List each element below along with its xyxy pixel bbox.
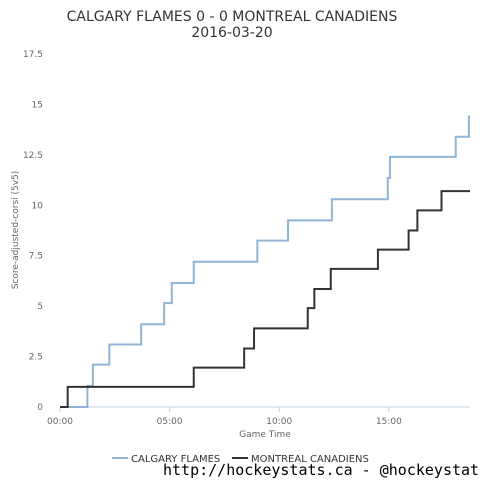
- x-axis-ticks: 00:00 05:00 10:00 15:00: [47, 407, 402, 427]
- y-tick-label: 10: [32, 201, 44, 211]
- credit-text[interactable]: http://hockeystats.ca - @hockeystatsca: [163, 461, 480, 479]
- legend-item-montreal[interactable]: MONTREAL CANADIENS: [232, 454, 369, 465]
- y-axis-title: Score-adjusted-corsi (5v5): [11, 171, 21, 290]
- y-tick-label: 0: [37, 403, 43, 413]
- x-tick-label: 10:00: [266, 417, 292, 427]
- legend-label-montreal: MONTREAL CANADIENS: [251, 454, 369, 465]
- legend-item-calgary[interactable]: CALGARY FLAMES: [112, 454, 220, 465]
- y-tick-label: 17.5: [23, 50, 43, 60]
- series-line-calgary[interactable]: [60, 115, 470, 408]
- y-tick-label: 7.5: [29, 252, 43, 262]
- y-tick-label: 15: [32, 100, 43, 110]
- legend[interactable]: CALGARY FLAMES MONTREAL CANADIENS: [112, 454, 369, 465]
- x-axis-title: Game Time: [239, 430, 291, 440]
- y-tick-label: 5: [37, 302, 43, 312]
- chart-title: CALGARY FLAMES 0 - 0 MONTREAL CANADIENS: [67, 9, 398, 25]
- legend-label-calgary: CALGARY FLAMES: [131, 454, 220, 465]
- series-lines: [60, 115, 470, 408]
- series-line-montreal[interactable]: [60, 190, 470, 408]
- x-tick-label: 05:00: [157, 417, 183, 427]
- x-tick-label: 00:00: [47, 417, 73, 427]
- x-tick-label: 15:00: [376, 417, 402, 427]
- y-axis-ticks: 0 2.5 5 7.5 10 12.5 15 17.5: [23, 50, 43, 413]
- chart-subtitle: 2016-03-20: [191, 25, 272, 41]
- y-tick-label: 12.5: [23, 151, 43, 161]
- y-tick-label: 2.5: [29, 353, 43, 363]
